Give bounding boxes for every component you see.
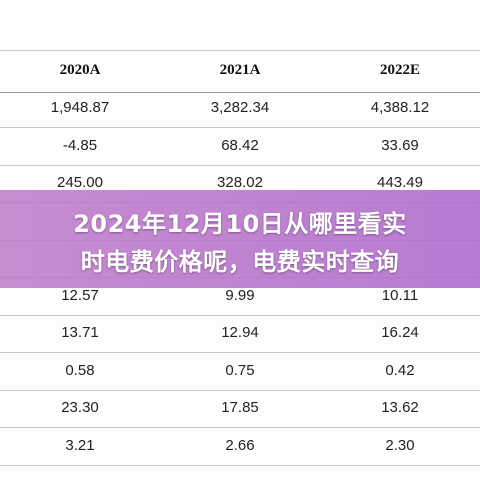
row-rule xyxy=(0,389,480,391)
cell: 68.42 xyxy=(221,136,259,154)
row-rule xyxy=(0,164,480,166)
header-rule xyxy=(0,92,480,93)
cell: 1,948.87 xyxy=(50,99,110,116)
cell: 0.58 xyxy=(65,361,95,379)
cell: 0.42 xyxy=(385,361,415,379)
row-rule xyxy=(0,427,480,428)
cell: 13.71 xyxy=(61,324,99,341)
cell: 17.85 xyxy=(221,399,259,416)
column-header: 2022E xyxy=(379,62,420,78)
cell: 443.49 xyxy=(377,174,423,191)
cell: 3,282.34 xyxy=(210,99,270,116)
banner-line: 2024年12月10日从哪里看实 xyxy=(73,210,407,238)
cell: 23.30 xyxy=(61,399,99,416)
cell: 328.02 xyxy=(217,174,263,191)
cell: 33.69 xyxy=(381,136,419,154)
cell: 13.62 xyxy=(381,399,419,416)
cell: 16.24 xyxy=(381,324,419,341)
column-header: 2021A xyxy=(219,62,261,78)
cell: 12.57 xyxy=(61,286,99,304)
cell: 10.11 xyxy=(381,286,419,304)
banner: 2024年12月10日从哪里看实 时电费价格呢，电费实时查询 xyxy=(0,190,480,288)
cell: 9.99 xyxy=(225,286,255,304)
cell: 12.94 xyxy=(221,324,259,341)
column-header: 2020A xyxy=(59,62,101,78)
cell: 2.30 xyxy=(385,436,415,454)
cell: -4.85 xyxy=(62,136,98,154)
row-rule xyxy=(0,314,480,316)
banner-line: 时电费价格呢，电费实时查询 xyxy=(80,248,400,276)
row-rule xyxy=(0,464,480,466)
row-rule xyxy=(0,352,480,353)
cell: 2.66 xyxy=(225,436,255,454)
row-rule xyxy=(0,127,480,128)
cell: 245.00 xyxy=(57,174,103,191)
top-rule xyxy=(0,50,480,51)
cell: 4,388.12 xyxy=(370,99,430,116)
cell: 0.75 xyxy=(225,361,255,379)
cell: 3.21 xyxy=(65,436,95,454)
